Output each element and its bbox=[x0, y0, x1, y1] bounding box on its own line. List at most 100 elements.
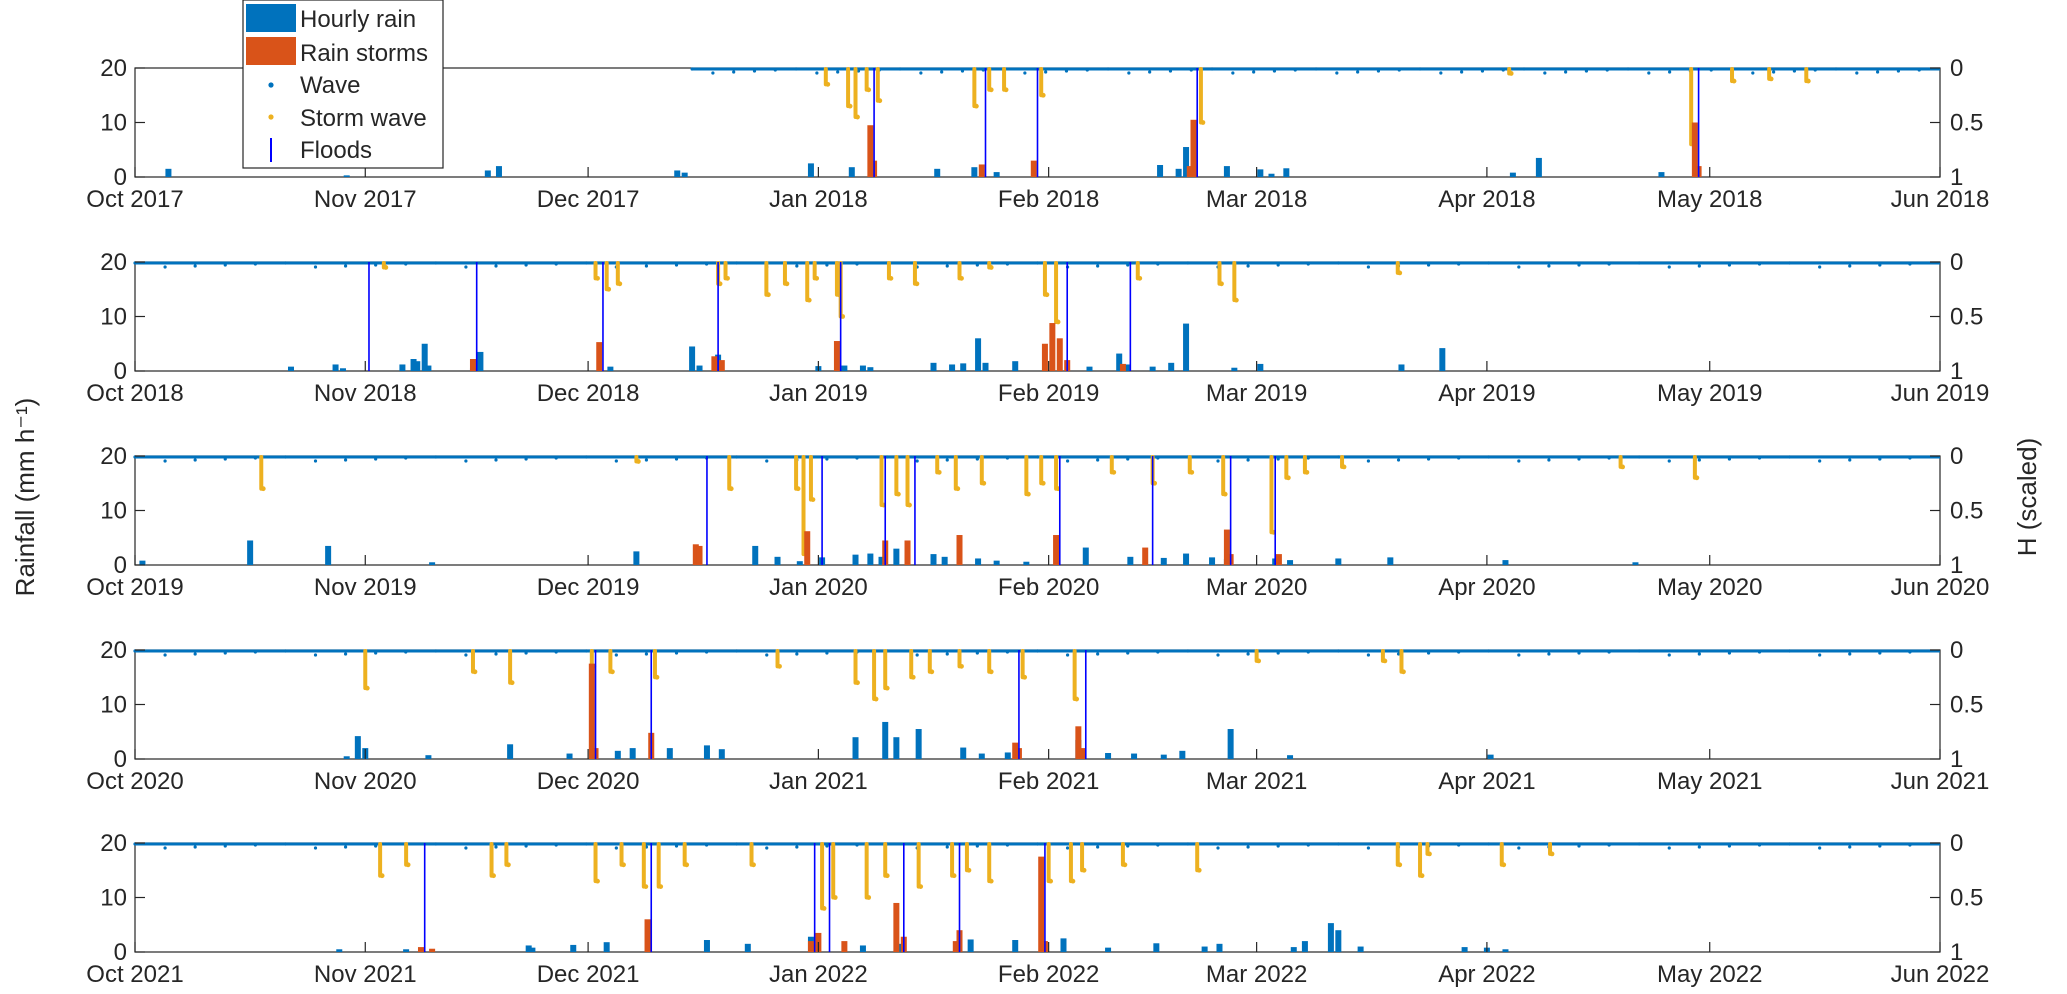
hourly-rain-bar bbox=[859, 365, 866, 371]
wave-point bbox=[1126, 457, 1130, 461]
hourly-rain-bar bbox=[1287, 755, 1294, 759]
wave-point bbox=[1605, 68, 1609, 72]
wave-point bbox=[1517, 653, 1521, 657]
wave-point bbox=[1577, 263, 1581, 267]
hourly-rain-bar bbox=[703, 940, 710, 952]
storm-wave-point bbox=[895, 491, 901, 497]
rain-storm-bar bbox=[429, 948, 436, 952]
wave-point bbox=[644, 458, 649, 462]
wave-point bbox=[313, 459, 318, 463]
hourly-rain-bar bbox=[1004, 752, 1011, 759]
storm-wave-point bbox=[918, 884, 924, 889]
hourly-rain-bar bbox=[1168, 362, 1175, 371]
x-tick-label: May 2018 bbox=[1657, 186, 1762, 213]
wave-point bbox=[644, 652, 649, 656]
wave-point bbox=[1216, 846, 1220, 850]
wave-point bbox=[732, 70, 736, 74]
wave-point bbox=[1418, 67, 1422, 71]
wave-point bbox=[1878, 457, 1882, 461]
wave-point bbox=[1065, 459, 1070, 463]
hourly-rain-bar bbox=[841, 365, 848, 371]
wave-point bbox=[825, 457, 829, 461]
storm-wave-point bbox=[784, 281, 790, 287]
hourly-rain-bar bbox=[414, 361, 421, 371]
rain-storm-bar bbox=[807, 941, 814, 952]
wave-point bbox=[1487, 455, 1491, 459]
x-tick-label: Jun 2018 bbox=[1891, 186, 1990, 213]
storm-wave-point bbox=[1501, 862, 1507, 868]
storm-wave-point bbox=[1397, 270, 1403, 276]
wave-point bbox=[374, 263, 378, 267]
wave-point bbox=[1757, 843, 1762, 847]
wave-point bbox=[1896, 69, 1901, 73]
storm-wave-point bbox=[725, 275, 730, 281]
wave-point bbox=[975, 457, 979, 461]
wave-point bbox=[163, 265, 167, 269]
storm-wave-point bbox=[1694, 475, 1700, 481]
left-tick-label: 0 bbox=[114, 164, 127, 191]
wave-point bbox=[1336, 455, 1340, 459]
storm-wave-point bbox=[814, 275, 820, 281]
rain-storm-bar bbox=[1038, 856, 1045, 952]
storm-wave-point bbox=[855, 114, 860, 120]
rain-storm-bar bbox=[1056, 338, 1063, 371]
wave-point bbox=[795, 652, 799, 656]
wave-point bbox=[1293, 68, 1297, 72]
wave-point bbox=[1005, 262, 1010, 266]
hourly-rain-bar bbox=[1387, 557, 1394, 565]
wave-point bbox=[193, 845, 197, 849]
storm-wave-point bbox=[877, 98, 883, 104]
storm-wave-point bbox=[832, 895, 838, 900]
wave-point bbox=[1231, 71, 1235, 75]
hourly-rain-bar bbox=[1216, 943, 1223, 952]
wave-point bbox=[1457, 843, 1461, 847]
right-tick-label: 0 bbox=[1950, 249, 1963, 276]
wave-point bbox=[915, 459, 919, 463]
storm-wave-point bbox=[959, 663, 964, 669]
hourly-rain-bar bbox=[1012, 361, 1019, 371]
x-tick-label: Jan 2022 bbox=[769, 961, 868, 988]
storm-wave-point bbox=[1111, 469, 1117, 475]
storm-wave-point bbox=[806, 297, 812, 303]
wave-point bbox=[524, 457, 528, 461]
wave-point bbox=[1908, 262, 1912, 266]
wave-point bbox=[1252, 70, 1256, 74]
storm-wave-point bbox=[1222, 491, 1228, 497]
rain-storm-bar bbox=[711, 356, 718, 371]
hourly-rain-bar bbox=[247, 540, 254, 565]
wave-point bbox=[1044, 70, 1048, 74]
hourly-rain-bar bbox=[425, 365, 432, 371]
wave-point bbox=[1126, 263, 1130, 267]
wave-point bbox=[554, 456, 558, 460]
hourly-rain-bar bbox=[893, 548, 900, 565]
hourly-rain-bar bbox=[930, 554, 937, 565]
x-tick-label: Mar 2020 bbox=[1206, 574, 1307, 601]
right-tick-label: 0 bbox=[1950, 55, 1963, 82]
wave-point bbox=[1460, 70, 1464, 74]
wave-point bbox=[374, 844, 378, 848]
wave-point bbox=[374, 457, 378, 461]
wave-point bbox=[1366, 265, 1371, 269]
storm-wave-point bbox=[1081, 867, 1087, 873]
wave-point bbox=[1376, 69, 1381, 73]
storm-wave-point bbox=[873, 696, 879, 702]
wave-point bbox=[919, 71, 923, 75]
hourly-rain-bar bbox=[477, 351, 484, 371]
hourly-rain-bar bbox=[525, 945, 532, 952]
storm-wave-point bbox=[988, 878, 994, 884]
x-tick-label: Jan 2020 bbox=[769, 574, 868, 601]
storm-wave-point bbox=[955, 486, 961, 492]
rain-storm-bar bbox=[867, 125, 874, 177]
wave-point bbox=[960, 69, 965, 73]
storm-wave-point bbox=[635, 459, 641, 464]
wave-point bbox=[765, 459, 769, 463]
hourly-rain-bar bbox=[425, 755, 432, 759]
hourly-rain-bar bbox=[1231, 367, 1238, 371]
storm-wave-point bbox=[1055, 319, 1061, 325]
wave-point bbox=[1246, 652, 1250, 656]
x-tick-label: May 2021 bbox=[1657, 768, 1762, 795]
wave-point bbox=[855, 262, 859, 266]
